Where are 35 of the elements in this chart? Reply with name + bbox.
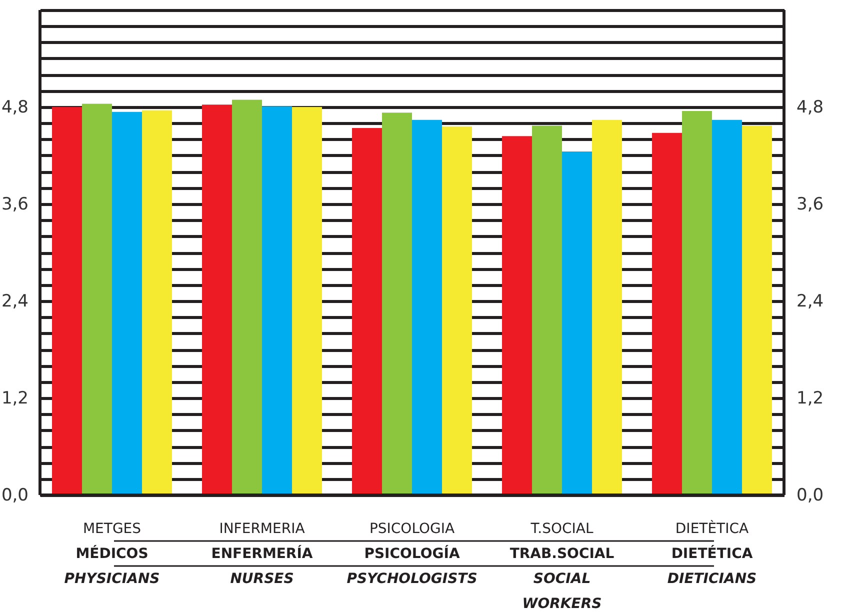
bar	[592, 120, 622, 495]
y-tick-label: 4,8	[1, 98, 28, 118]
bar	[112, 112, 142, 495]
y-tick-label: 2,4	[1, 292, 28, 312]
bar	[442, 126, 472, 495]
category-label: INFERMERIA ENFERMERÍA NURSES	[211, 521, 313, 587]
y2-tick-label: 3,6	[796, 194, 824, 214]
y2-tick-label: 2,4	[796, 292, 824, 312]
bar	[502, 136, 532, 495]
bar	[652, 132, 682, 495]
y-tick-label: 0,0	[1, 486, 28, 506]
bar	[562, 151, 592, 495]
y2-tick-label: 0,0	[796, 486, 824, 506]
bar	[82, 104, 112, 495]
bar	[352, 128, 382, 495]
y2-tick-label: 1,2	[796, 388, 824, 408]
category-label: METGES MÉDICOS PHYSICIANS	[64, 521, 160, 587]
y-tick-label: 3,6	[1, 194, 28, 214]
bar	[682, 111, 712, 495]
bar	[262, 106, 292, 495]
bar	[232, 100, 262, 495]
bar	[712, 120, 742, 495]
bar	[742, 126, 772, 495]
y-tick-label: 1,2	[1, 388, 28, 408]
bar	[52, 107, 82, 495]
bar	[202, 104, 232, 495]
bar	[292, 107, 322, 495]
y2-tick-label: 4,8	[796, 98, 824, 118]
category-label: DIETÈTICA DIETÉTICA DIETICIANS	[667, 521, 757, 587]
bar	[142, 110, 172, 495]
category-label: PSICOLOGIA PSICOLOGÍA PSYCHOLOGISTS	[346, 521, 478, 587]
category-label: T.SOCIAL TRAB.SOCIAL SOCIAL WORKERS	[510, 521, 614, 612]
bar	[382, 112, 412, 495]
bar	[412, 120, 442, 495]
bar	[532, 126, 562, 495]
